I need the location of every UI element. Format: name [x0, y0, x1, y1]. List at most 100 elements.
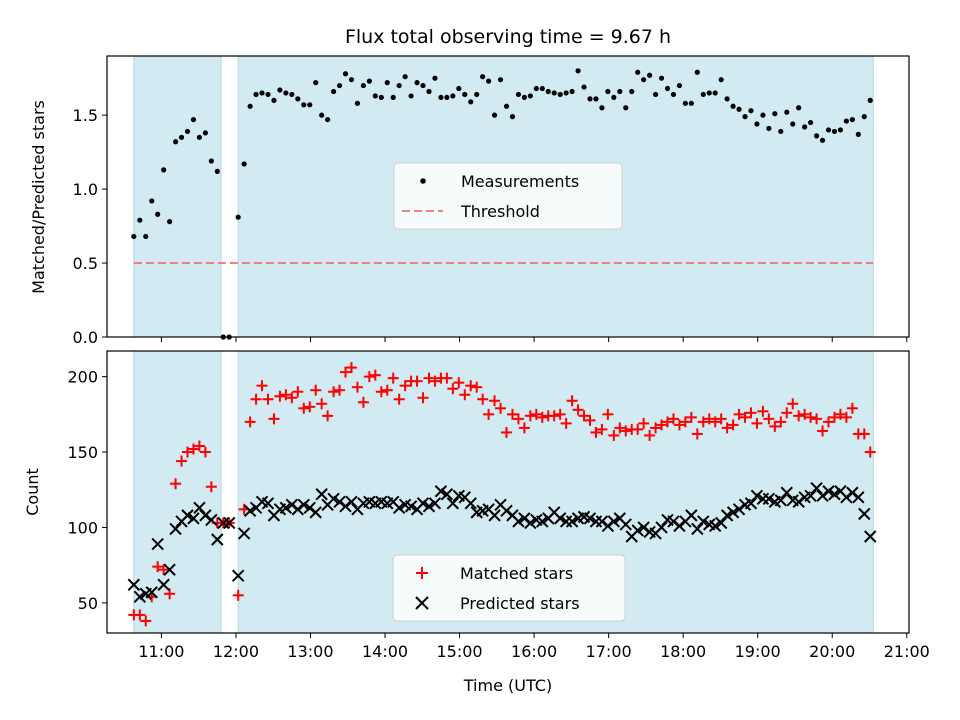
- x-tick-label: 14:00: [362, 642, 408, 661]
- predicted-star-point: [327, 492, 340, 505]
- predicted-star-point: [619, 518, 632, 531]
- measurement-point: [196, 134, 203, 140]
- predicted-star-point: [285, 498, 299, 512]
- predicted-star-point: [583, 512, 597, 525]
- matched-star-point: [864, 446, 876, 458]
- matched-star-point: [375, 386, 387, 398]
- measurement-point: [208, 158, 214, 164]
- matched-star-point: [632, 423, 644, 435]
- matched-star-point: [205, 481, 217, 493]
- matched-star-point: [554, 408, 566, 420]
- matched-star-point: [751, 417, 763, 429]
- measurement-point: [521, 94, 527, 101]
- predicted-star-point: [637, 521, 650, 534]
- predicted-star-point: [816, 489, 829, 502]
- matched-star-point: [501, 426, 513, 438]
- matched-star-point: [140, 615, 152, 627]
- predicted-star-point: [163, 563, 176, 576]
- legend-threshold-label: Threshold: [460, 202, 540, 221]
- measurement-point: [307, 102, 313, 108]
- matched-star-point: [170, 478, 182, 490]
- x-tick-label: 18:00: [660, 642, 706, 661]
- predicted-star-point: [434, 485, 448, 498]
- measurement-point: [629, 88, 635, 95]
- matched-star-point: [584, 414, 596, 426]
- matched-star-point: [793, 410, 805, 422]
- matched-star-point: [608, 429, 620, 441]
- predicted-star-point: [804, 489, 817, 502]
- matched-star-point: [697, 416, 709, 428]
- predicted-star-point: [416, 497, 430, 510]
- predicted-star-point: [315, 488, 328, 501]
- measurement-point: [635, 69, 641, 75]
- measurement-point: [184, 128, 191, 135]
- predicted-star-point: [446, 497, 460, 510]
- measurement-point: [432, 75, 438, 81]
- matched-star-point: [769, 420, 781, 432]
- top-axes-frame: [106, 55, 910, 338]
- predicted-star-point: [762, 492, 776, 505]
- measurement-point: [143, 233, 149, 240]
- y-tick-label: 150: [67, 443, 98, 462]
- measurement-point: [849, 116, 855, 123]
- measurement-point: [414, 80, 420, 86]
- legend-matched-marker: [416, 567, 428, 579]
- measurement-point: [843, 118, 849, 124]
- predicted-star-point: [127, 578, 141, 591]
- predicted-star-point: [744, 497, 758, 510]
- measurement-point: [241, 161, 247, 167]
- matched-star-point: [495, 402, 507, 414]
- measurement-point: [760, 112, 766, 118]
- measurement-point: [688, 100, 694, 106]
- bottom-x-ticks: 11:00 12:00 13:00 14:00 15:00 16:00 17:00 18:00…: [138, 633, 930, 661]
- shaded-interval: [133, 350, 222, 634]
- y-tick-label: 1.5: [73, 106, 98, 125]
- measurement-point: [623, 105, 629, 111]
- matched-star-point: [524, 410, 536, 422]
- measurement-point: [581, 84, 587, 90]
- matched-star-point: [650, 422, 662, 434]
- measurement-point: [796, 105, 802, 111]
- measurement-point: [438, 94, 444, 101]
- matched-star-point: [727, 419, 739, 431]
- measurement-point: [402, 74, 408, 80]
- legend-measurements-marker: [420, 178, 426, 184]
- matched-star-point: [441, 372, 453, 384]
- x-tick-label: 19:00: [735, 642, 781, 661]
- measurement-point: [474, 91, 480, 98]
- measurement-point: [190, 116, 197, 123]
- matched-star-point: [834, 408, 846, 420]
- matched-star-point: [399, 380, 411, 392]
- matched-star-point: [602, 408, 614, 420]
- measurement-point: [420, 82, 426, 89]
- matched-star-point: [566, 395, 578, 407]
- legend-predicted-marker: [415, 596, 429, 610]
- predicted-star-point: [237, 527, 251, 540]
- matched-star-point: [614, 422, 626, 434]
- matched-star-point: [799, 408, 811, 420]
- measurement-point: [790, 121, 796, 127]
- matched-stars-series: [128, 362, 876, 627]
- matched-star-point: [483, 408, 495, 420]
- matched-star-point: [152, 561, 164, 573]
- measurement-point: [670, 91, 677, 98]
- measurement-point: [384, 80, 390, 86]
- measurement-point: [664, 85, 671, 92]
- matched-star-point: [447, 383, 459, 395]
- measurement-point: [426, 88, 432, 95]
- predicted-star-point: [243, 504, 257, 518]
- measurement-point: [700, 91, 706, 98]
- matched-star-point: [411, 375, 423, 387]
- measurement-point: [515, 91, 522, 98]
- matched-star-point: [536, 411, 548, 423]
- matched-star-point: [322, 410, 334, 422]
- measurement-point: [301, 102, 307, 108]
- predicted-star-point: [231, 569, 245, 582]
- y-tick-label: 100: [67, 518, 98, 537]
- matched-star-point: [858, 428, 870, 440]
- predicted-star-point: [169, 522, 182, 536]
- predicted-star-point: [709, 519, 722, 533]
- predicted-star-point: [828, 488, 841, 501]
- matched-star-point: [477, 393, 489, 405]
- matched-star-point: [745, 407, 757, 419]
